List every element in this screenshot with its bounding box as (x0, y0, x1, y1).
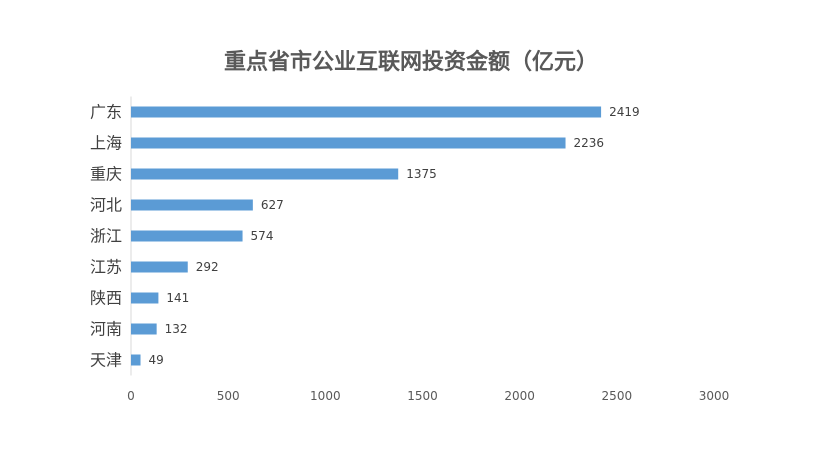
value-label: 132 (165, 322, 188, 336)
x-tick-label: 500 (217, 389, 240, 403)
x-tick-label: 0 (127, 389, 135, 403)
value-label: 2236 (574, 136, 605, 150)
category-label: 重庆 (90, 165, 122, 184)
bar (131, 292, 159, 304)
value-label: 49 (149, 353, 164, 367)
bar (131, 106, 602, 118)
value-label: 141 (166, 291, 189, 305)
value-labels: 2419 2236 1375 627 574 292 141 132 49 (149, 105, 640, 367)
x-axis-ticks: 0 500 1000 1500 2000 2500 3000 (127, 389, 729, 403)
x-tick-label: 2000 (504, 389, 535, 403)
value-label: 2419 (609, 105, 640, 119)
bar (131, 323, 157, 335)
bar (131, 168, 399, 180)
bars (131, 106, 602, 366)
category-label: 广东 (90, 103, 122, 122)
bar (131, 230, 243, 242)
category-label: 河南 (90, 320, 122, 339)
value-label: 627 (261, 198, 284, 212)
value-label: 574 (251, 229, 274, 243)
category-label: 天津 (90, 351, 122, 370)
category-label: 浙江 (90, 227, 122, 246)
x-tick-label: 1500 (407, 389, 438, 403)
bar (131, 199, 253, 211)
bar (131, 137, 566, 149)
x-tick-label: 2500 (602, 389, 633, 403)
chart-title: 重点省市公业互联网投资金额（亿元） (223, 50, 598, 75)
bar (131, 354, 141, 366)
category-label: 陕西 (90, 289, 122, 308)
category-label: 江苏 (90, 258, 122, 277)
x-tick-label: 1000 (310, 389, 341, 403)
category-label: 河北 (90, 196, 122, 215)
value-label: 1375 (406, 167, 437, 181)
value-label: 292 (196, 260, 219, 274)
x-tick-label: 3000 (699, 389, 730, 403)
bar (131, 261, 188, 273)
category-label: 上海 (90, 134, 122, 153)
